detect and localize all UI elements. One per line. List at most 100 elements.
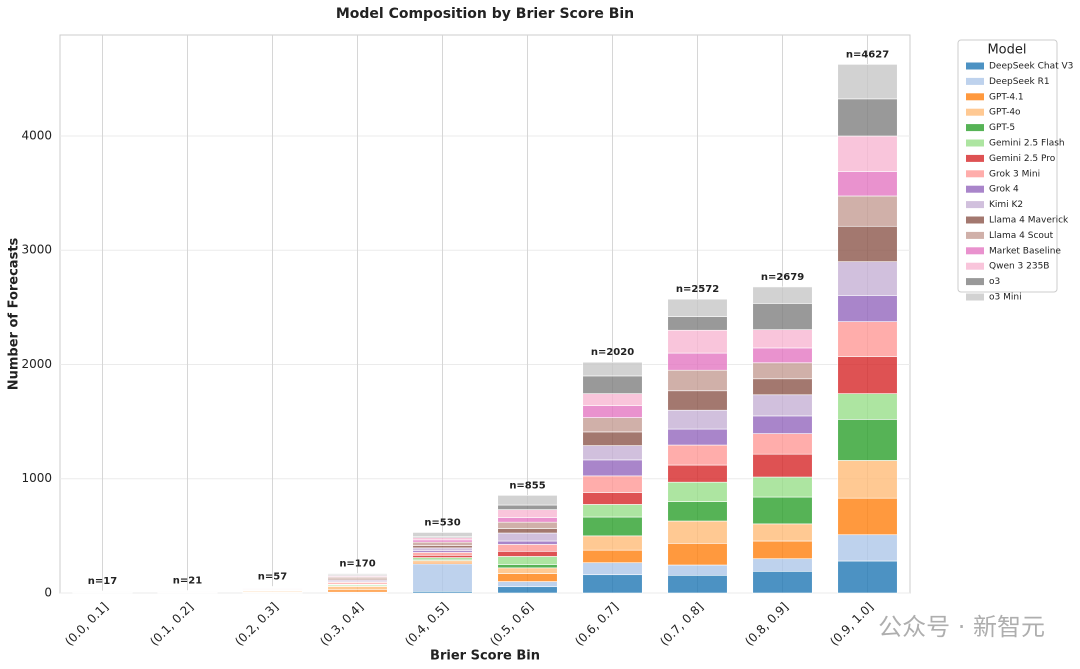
bar-segment — [582, 431, 643, 446]
bar-segment — [497, 550, 558, 557]
legend-label: Gemini 2.5 Pro — [989, 154, 1056, 164]
legend-label: Gemini 2.5 Flash — [989, 139, 1065, 149]
bar-segment — [752, 415, 813, 434]
bar-segment — [497, 586, 558, 594]
bar-segment — [752, 329, 813, 349]
bar-segment — [752, 453, 813, 478]
bar-segment — [497, 581, 558, 588]
bar-segment — [667, 369, 728, 392]
bar-segment — [752, 394, 813, 417]
legend-swatch — [966, 154, 984, 162]
bar-segment — [582, 492, 643, 505]
bar-segment — [582, 475, 643, 493]
bar-segment — [582, 535, 643, 551]
bar-segment — [752, 286, 813, 304]
y-tick-label: 3000 — [21, 243, 52, 257]
bar-segment — [582, 361, 643, 377]
total-label: n=855 — [509, 480, 545, 491]
legend-swatch — [966, 93, 984, 101]
bar-segment — [752, 476, 813, 498]
bar-segment — [752, 433, 813, 455]
total-label: n=21 — [173, 576, 202, 587]
y-tick-label: 2000 — [21, 357, 52, 371]
legend-label: Kimi K2 — [989, 200, 1023, 210]
bar-segment — [412, 545, 473, 549]
legend-swatch — [966, 201, 984, 209]
bar-segment — [497, 532, 558, 542]
bar-segment — [667, 501, 728, 522]
bar-segment — [667, 520, 728, 544]
bar-segment — [667, 464, 728, 483]
bar-segment — [582, 405, 643, 418]
legend-label: GPT-4.1 — [989, 92, 1024, 102]
bar-segment — [497, 573, 558, 582]
bar-segment — [497, 509, 558, 518]
watermark: 公众号 · 新智元 — [878, 613, 1045, 641]
legend-label: Grok 3 Mini — [989, 169, 1040, 179]
bar-segment — [667, 352, 728, 371]
bar-segment — [837, 225, 898, 262]
bar-segment — [667, 316, 728, 331]
bar-segment — [837, 64, 898, 100]
bar-segment — [752, 362, 813, 380]
legend-label: GPT-5 — [989, 123, 1015, 133]
legend-label: DeepSeek Chat V3 — [989, 62, 1073, 72]
legend-swatch — [966, 216, 984, 224]
bar-segment — [497, 504, 558, 510]
legend-swatch — [966, 62, 984, 70]
bar-segment — [667, 428, 728, 446]
bar-segment — [752, 523, 813, 542]
legend-swatch — [966, 185, 984, 193]
bar-segment — [412, 563, 473, 592]
bar-segment — [582, 562, 643, 576]
bar-segment — [837, 98, 898, 137]
bar-segment — [497, 521, 558, 529]
bar-segment — [667, 390, 728, 411]
total-label: n=57 — [258, 571, 287, 582]
legend-label: o3 — [989, 277, 1000, 287]
legend-swatch — [966, 293, 984, 301]
bar-segment — [837, 497, 898, 536]
bar-segment — [497, 564, 558, 569]
legend-swatch — [966, 124, 984, 132]
bar-segment — [837, 460, 898, 499]
x-tick-label: (0.9, 1.0] — [827, 600, 876, 649]
total-label: n=2020 — [591, 347, 634, 358]
total-label: n=2572 — [676, 284, 719, 295]
x-tick-label: (0.5, 0.6] — [487, 600, 536, 649]
legend-label: GPT-4o — [989, 108, 1021, 118]
bar-segment — [582, 516, 643, 537]
legend-swatch — [966, 139, 984, 147]
bar-segment — [752, 378, 813, 396]
legend-swatch — [966, 262, 984, 270]
bar-segment — [327, 589, 388, 593]
legend-label: Market Baseline — [989, 246, 1061, 256]
bar-segment — [582, 375, 643, 394]
bar-segment — [582, 574, 643, 594]
bar-segment — [752, 570, 813, 594]
legend-label: DeepSeek R1 — [989, 77, 1050, 87]
bar-segment — [582, 445, 643, 461]
x-tick-label: (0.1, 0.2] — [147, 600, 196, 649]
bar-segment — [497, 517, 558, 523]
legend-label: o3 Mini — [989, 293, 1022, 303]
legend-swatch — [966, 231, 984, 239]
x-tick-label: (0.4, 0.5] — [402, 600, 451, 649]
bar-segment — [667, 409, 728, 430]
bar-segment — [582, 459, 643, 477]
legend-title: Model — [987, 43, 1026, 58]
bar-segment — [752, 496, 813, 525]
bar-segment — [837, 171, 898, 197]
legend-label: Llama 4 Maverick — [989, 216, 1069, 226]
y-tick-label: 0 — [44, 586, 52, 600]
y-tick-label: 4000 — [21, 128, 52, 142]
bar-segment — [667, 481, 728, 502]
bar-segment — [412, 537, 473, 541]
x-axis-label: Brier Score Bin — [430, 649, 540, 664]
total-label: n=170 — [339, 559, 375, 570]
x-tick-label: (0.0, 0.1] — [62, 600, 111, 649]
legend-label: Qwen 3 235B — [989, 262, 1050, 272]
bar-segment — [752, 303, 813, 330]
legend-box — [957, 39, 1058, 293]
bar-segment — [837, 261, 898, 296]
